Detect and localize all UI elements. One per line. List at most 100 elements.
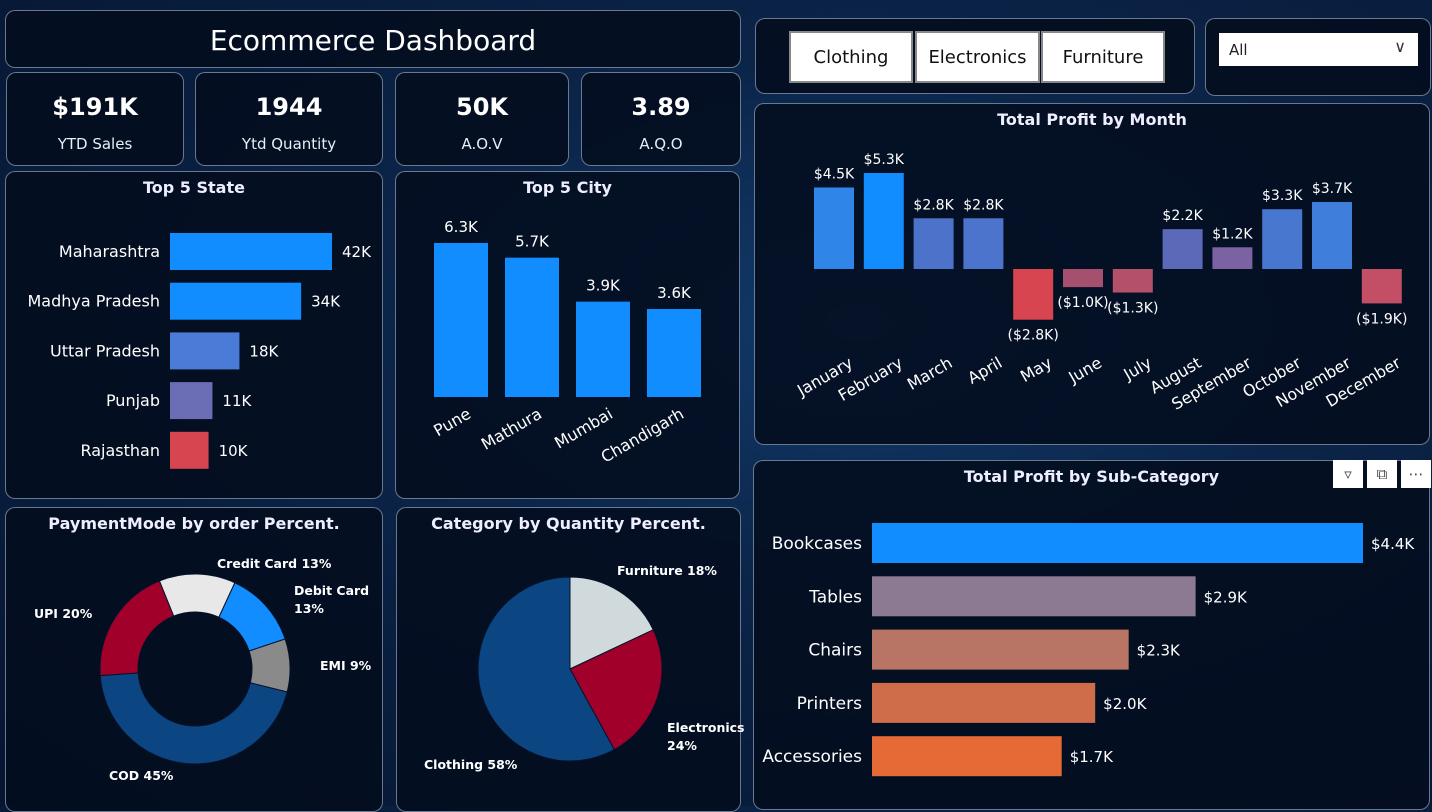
kpi-label: A.O.V xyxy=(461,135,503,153)
profit-by-subcategory-chart: Total Profit by Sub-Category ▿ ⧉ ⋯ Bookc… xyxy=(753,460,1431,810)
top5-state-chart: Top 5 State Maharashtra 42K Madhya Pradesh 3… xyxy=(5,171,383,499)
slice-label: Credit Card 13% xyxy=(217,556,332,571)
bar xyxy=(872,736,1062,777)
category-label: Chairs xyxy=(808,641,862,661)
bar xyxy=(872,629,1129,670)
category-label: Tables xyxy=(808,587,862,607)
data-label: ($1.3K) xyxy=(1107,301,1158,317)
category-label: April xyxy=(964,353,1005,388)
data-label: 3.9K xyxy=(586,277,621,295)
bar xyxy=(647,309,701,397)
category-label: Printers xyxy=(797,694,863,714)
data-label: $2.8K xyxy=(913,197,954,213)
data-label: $4.5K xyxy=(814,166,855,182)
chart-canvas: Credit Card 13% Debit Card 13% EMI 9% COD 45… xyxy=(34,556,372,783)
slice-label: Clothing 58% xyxy=(424,757,518,772)
chart-canvas: 6.3KPune5.7KMathura3.9KMumbai3.6KChandig… xyxy=(430,218,701,467)
bar xyxy=(1312,201,1352,269)
chart-canvas: $4.5KJanuary$5.3KFebruary$2.8KMarch$2.8K… xyxy=(793,152,1407,414)
category-label: Maharashtra xyxy=(59,242,160,261)
data-label: $5.3K xyxy=(864,152,905,168)
category-label: Uttar Pradesh xyxy=(50,341,160,360)
slicer-button-clothing[interactable]: Clothing xyxy=(789,31,913,83)
kpi-label: A.Q.O xyxy=(639,135,683,153)
more-options-icon[interactable]: ⋯ xyxy=(1401,460,1431,488)
slicer-button-furniture[interactable]: Furniture xyxy=(1041,31,1165,83)
chart-canvas: Furniture 18% Electronics 24% Clothing 58% xyxy=(424,563,744,772)
data-label: $2.0K xyxy=(1103,695,1147,713)
kpi-aqo: 3.89 A.Q.O xyxy=(581,72,741,166)
kpi-ytd-sales: $191K YTD Sales xyxy=(6,72,184,166)
slice xyxy=(569,576,654,670)
filter-icon[interactable]: ▿ xyxy=(1333,460,1363,488)
category-label: June xyxy=(1064,353,1105,387)
slice xyxy=(99,580,175,677)
kpi-value: 1944 xyxy=(255,93,323,121)
category-label: Punjab xyxy=(106,391,160,410)
data-label: 11K xyxy=(222,392,252,410)
bar xyxy=(872,576,1196,617)
category-label: May xyxy=(1017,353,1055,386)
category-label: Bookcases xyxy=(772,534,862,554)
bar xyxy=(576,301,630,397)
data-label: $2.9K xyxy=(1204,588,1248,606)
data-label: ($1.0K) xyxy=(1057,295,1108,311)
category-label: Pune xyxy=(430,404,474,440)
slice-label: Furniture 18% xyxy=(617,563,717,578)
profit-by-month-chart: Total Profit by Month $4.5K January $5.3K Fe… xyxy=(754,103,1430,445)
filter-dropdown[interactable]: All ∨ xyxy=(1219,33,1418,66)
bar xyxy=(1013,269,1054,320)
category-slicer: Clothing Electronics Furniture xyxy=(755,18,1195,94)
payment-mode-chart: PaymentMode by order Percent. Credit Card… xyxy=(5,507,383,812)
data-label: $2.3K xyxy=(1137,642,1181,660)
data-label: $2.2K xyxy=(1162,208,1203,224)
slice-label: Electronics 24% xyxy=(667,720,744,753)
data-label: $1.2K xyxy=(1212,226,1253,242)
chart-title: Top 5 City xyxy=(523,178,612,197)
title-panel: Ecommerce Dashboard xyxy=(5,10,741,68)
slice-label: EMI 9% xyxy=(320,658,372,673)
kpi-value: 3.89 xyxy=(631,93,691,121)
chart-title: Category by Quantity Percent. xyxy=(431,514,706,533)
slice xyxy=(569,629,663,751)
bar xyxy=(1262,209,1303,269)
data-label: $3.7K xyxy=(1312,181,1353,197)
focus-mode-icon[interactable]: ⧉ xyxy=(1367,460,1397,488)
bar xyxy=(814,187,854,269)
category-label: Mathura xyxy=(478,404,545,454)
data-label: 3.6K xyxy=(657,284,692,302)
bar xyxy=(1162,229,1203,269)
dropdown-slicer: All ∨ xyxy=(1205,18,1431,96)
bar xyxy=(170,382,213,420)
slicer-button-electronics[interactable]: Electronics xyxy=(915,31,1040,83)
category-label: Madhya Pradesh xyxy=(28,292,161,311)
bar xyxy=(434,243,488,397)
bar xyxy=(170,233,332,270)
category-label: Rajasthan xyxy=(80,441,160,460)
page-title: Ecommerce Dashboard xyxy=(209,24,537,57)
data-label: ($2.8K) xyxy=(1008,328,1059,344)
bar xyxy=(170,332,240,370)
bar xyxy=(863,173,904,269)
slice xyxy=(99,672,288,765)
chart-title: Top 5 State xyxy=(143,178,245,197)
kpi-value: $191K xyxy=(52,93,138,121)
data-label: ($1.9K) xyxy=(1356,311,1407,327)
data-label: 6.3K xyxy=(444,218,479,236)
bar xyxy=(1112,269,1153,293)
bar xyxy=(1361,269,1402,304)
category-label: March xyxy=(904,353,956,394)
bar xyxy=(913,218,954,269)
kpi-ytd-quantity: 1944 Ytd Quantity xyxy=(195,72,383,166)
data-label: $1.7K xyxy=(1070,748,1114,766)
bar xyxy=(1212,247,1253,269)
top5-city-chart: Top 5 City 6.3K Pune 5.7K Mathura 3.9K Mumbai 3… xyxy=(395,171,740,499)
data-label: 34K xyxy=(311,293,341,311)
category-quantity-chart: Category by Quantity Percent. Furniture 1… xyxy=(396,507,744,812)
chart-title: Total Profit by Month xyxy=(997,110,1187,129)
data-label: 42K xyxy=(342,243,372,261)
bar xyxy=(1063,269,1103,288)
kpi-label: YTD Sales xyxy=(57,135,133,153)
chart-title: Total Profit by Sub-Category xyxy=(963,467,1220,486)
chart-title: PaymentMode by order Percent. xyxy=(48,514,340,533)
